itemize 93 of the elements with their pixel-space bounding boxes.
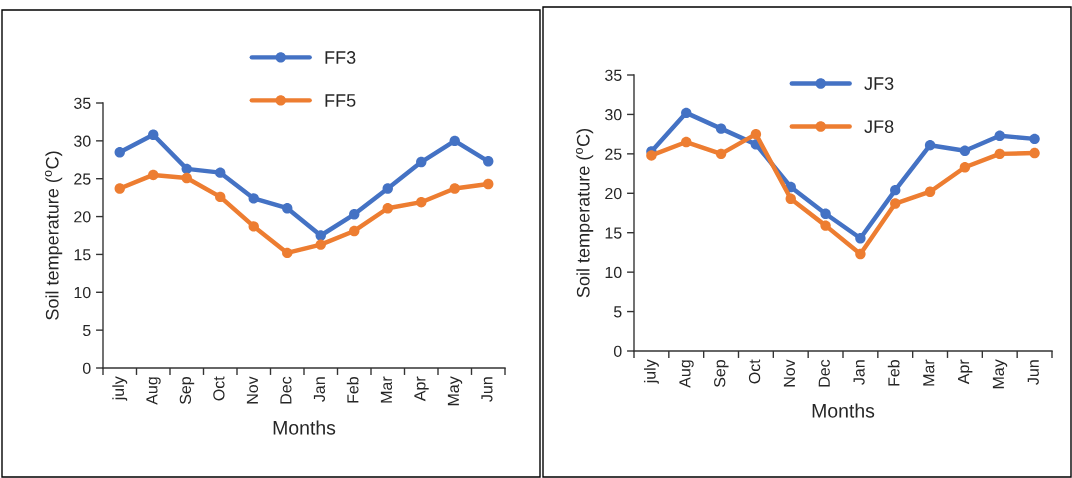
point xyxy=(855,248,866,260)
x-tick-label: Nov xyxy=(246,376,259,404)
y-tick-label: 30 xyxy=(74,135,91,147)
point xyxy=(248,193,259,204)
point xyxy=(148,129,159,141)
x-tick-label: Apr xyxy=(414,376,429,402)
y-tick-label: 25 xyxy=(74,173,91,185)
legend-label: FF3 xyxy=(325,51,356,64)
point xyxy=(382,203,393,214)
y-tick-label: 15 xyxy=(74,249,91,261)
x-tick-label: Apr xyxy=(958,359,973,385)
legend-label: JF3 xyxy=(864,77,894,90)
point xyxy=(315,230,326,241)
point xyxy=(855,233,866,244)
x-tick-label: Jan xyxy=(853,360,865,385)
y-tick-label: 20 xyxy=(605,187,622,200)
point xyxy=(315,239,326,250)
y-tick-label: 10 xyxy=(74,286,91,299)
x-tick-label: May xyxy=(447,376,463,406)
y-tick-label: 10 xyxy=(605,266,622,279)
point xyxy=(282,203,293,214)
x-tick-label: Oct xyxy=(748,359,761,384)
point xyxy=(681,136,692,148)
point xyxy=(681,107,692,119)
point xyxy=(924,186,936,197)
point xyxy=(349,209,360,220)
point xyxy=(1029,147,1040,159)
y-tick-label: 5 xyxy=(82,324,91,337)
legend-label: FF5 xyxy=(325,94,356,107)
point xyxy=(282,247,293,259)
point xyxy=(959,145,971,156)
point xyxy=(114,147,125,158)
y-tick-label: 35 xyxy=(605,69,622,81)
point xyxy=(114,183,125,194)
point xyxy=(890,198,901,209)
point xyxy=(750,128,762,140)
y-axis-title: Soil temperature ($^{o}$C) xyxy=(44,151,63,320)
point xyxy=(349,225,360,237)
point xyxy=(785,193,796,205)
point xyxy=(994,130,1005,141)
x-tick-label: Oct xyxy=(213,376,225,401)
point xyxy=(820,220,831,231)
y-tick-label: 30 xyxy=(605,109,622,121)
x-tick-label: Mar xyxy=(923,359,935,386)
point xyxy=(715,123,727,134)
x-axis-title: Months xyxy=(273,420,336,435)
x-tick-label: May xyxy=(992,359,1008,389)
x-tick-label: Sep xyxy=(714,360,729,388)
x-tick-label: Dec xyxy=(280,376,292,404)
x-tick-label: july xyxy=(112,376,128,401)
point xyxy=(1029,133,1040,145)
point xyxy=(924,139,936,151)
point xyxy=(148,169,159,181)
point xyxy=(215,167,226,178)
point xyxy=(820,208,831,219)
x-tick-label: Jan xyxy=(313,377,326,402)
x-tick-label: Aug xyxy=(146,377,161,405)
x-tick-label: Nov xyxy=(783,359,796,387)
y-tick-label: 25 xyxy=(605,148,622,160)
x-tick-label: Mar xyxy=(380,376,393,403)
point xyxy=(483,156,494,167)
x-tick-label: Feb xyxy=(887,360,900,386)
point xyxy=(449,183,460,194)
y-tick-label: 0 xyxy=(613,345,622,357)
x-axis-title: Months xyxy=(812,403,875,418)
point xyxy=(483,178,494,190)
x-tick-label: Dec xyxy=(818,359,830,387)
x-tick-label: Jun xyxy=(481,377,493,402)
y-tick-label: 5 xyxy=(613,306,622,318)
y-axis-title: Soil temperature ($^{o}$C) xyxy=(575,129,594,298)
point xyxy=(994,148,1005,160)
x-tick-label: july xyxy=(643,359,659,384)
y-tick-label: 20 xyxy=(74,211,91,223)
y-tick-label: 0 xyxy=(82,362,91,374)
x-tick-label: Sep xyxy=(179,377,195,405)
point xyxy=(181,163,192,175)
point xyxy=(715,148,727,160)
point xyxy=(959,162,971,173)
point xyxy=(248,221,259,232)
x-tick-label: Feb xyxy=(346,377,359,403)
point xyxy=(646,150,657,161)
x-tick-label: Jun xyxy=(1027,360,1039,385)
point xyxy=(215,191,226,203)
y-tick-label: 15 xyxy=(605,227,622,239)
point xyxy=(181,172,192,184)
point xyxy=(416,196,427,208)
point xyxy=(449,135,460,147)
point xyxy=(382,183,393,194)
point xyxy=(416,156,427,168)
legend-label: JF8 xyxy=(864,120,894,133)
point xyxy=(890,184,901,196)
x-tick-label: Aug xyxy=(679,360,694,388)
y-tick-label: 35 xyxy=(74,97,91,109)
